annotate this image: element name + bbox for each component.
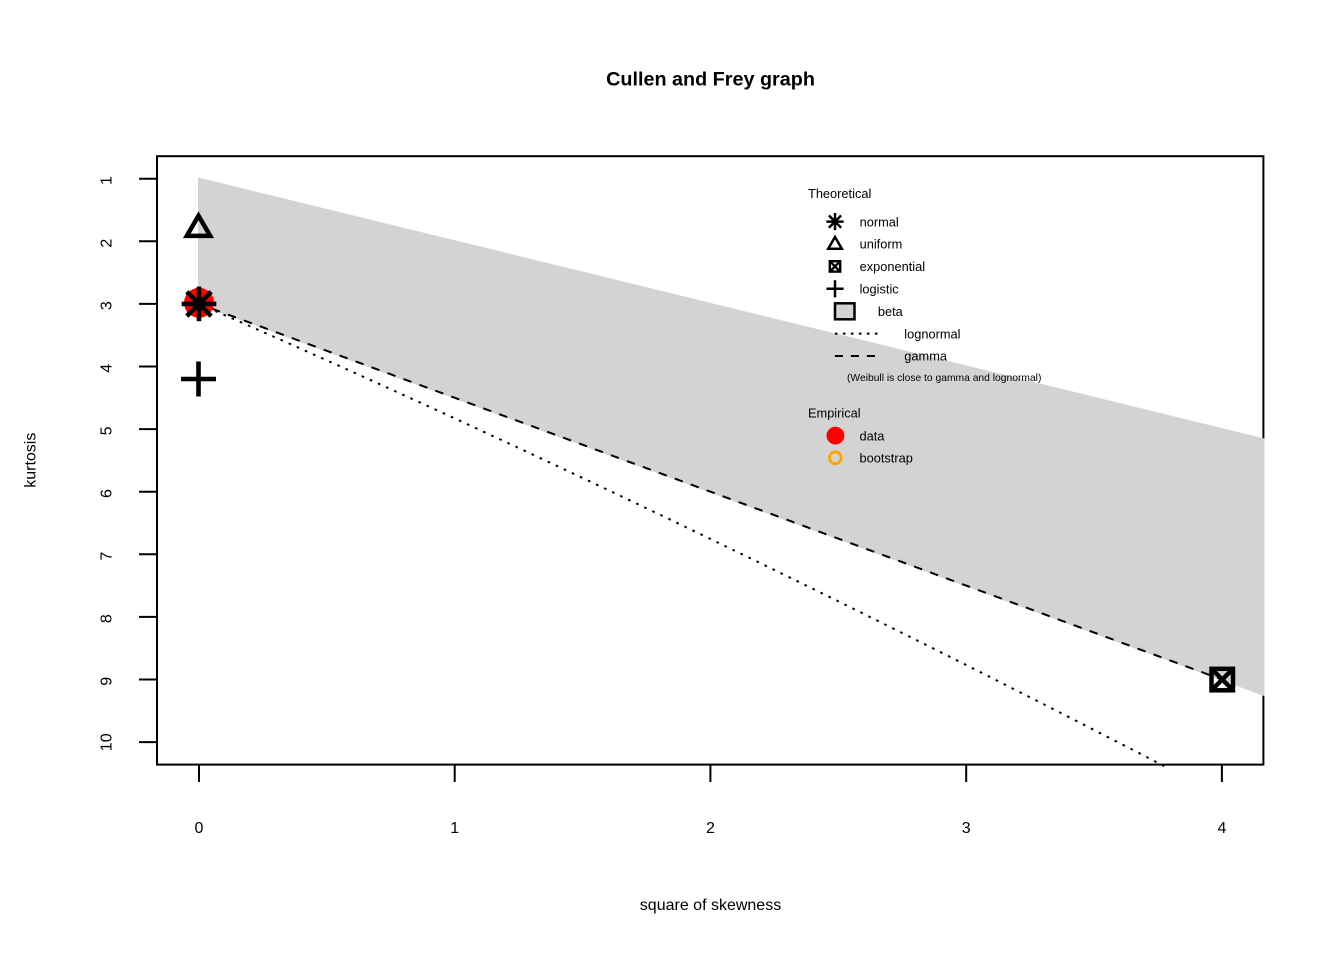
svg-text:0: 0 — [195, 820, 204, 837]
svg-text:2: 2 — [706, 820, 715, 837]
svg-text:2: 2 — [98, 239, 115, 248]
svg-text:10: 10 — [98, 733, 115, 751]
svg-text:kurtosis: kurtosis — [23, 433, 40, 488]
svg-text:bootstrap: bootstrap — [860, 451, 913, 466]
svg-text:logistic: logistic — [860, 282, 900, 297]
svg-text:normal: normal — [860, 214, 899, 229]
svg-text:beta: beta — [878, 304, 904, 319]
svg-text:exponential: exponential — [860, 259, 925, 274]
svg-text:data: data — [860, 428, 886, 443]
svg-text:square of skewness: square of skewness — [640, 897, 781, 914]
svg-text:3: 3 — [98, 301, 115, 310]
svg-text:8: 8 — [98, 614, 115, 623]
svg-text:(Weibull is close to gamma and: (Weibull is close to gamma and lognormal… — [847, 373, 1041, 384]
svg-text:9: 9 — [98, 677, 115, 686]
svg-text:3: 3 — [962, 820, 971, 837]
svg-text:7: 7 — [98, 552, 115, 561]
svg-text:6: 6 — [98, 489, 115, 498]
svg-text:Cullen and Frey graph: Cullen and Frey graph — [606, 68, 815, 90]
svg-text:4: 4 — [98, 364, 115, 373]
svg-text:4: 4 — [1217, 820, 1226, 837]
svg-text:Theoretical: Theoretical — [808, 186, 871, 201]
svg-text:gamma: gamma — [904, 349, 948, 364]
svg-text:Empirical: Empirical — [808, 406, 861, 421]
svg-text:uniform: uniform — [860, 237, 903, 252]
svg-text:5: 5 — [98, 426, 115, 435]
svg-text:1: 1 — [98, 176, 115, 185]
svg-text:1: 1 — [450, 820, 459, 837]
svg-text:lognormal: lognormal — [904, 326, 960, 341]
